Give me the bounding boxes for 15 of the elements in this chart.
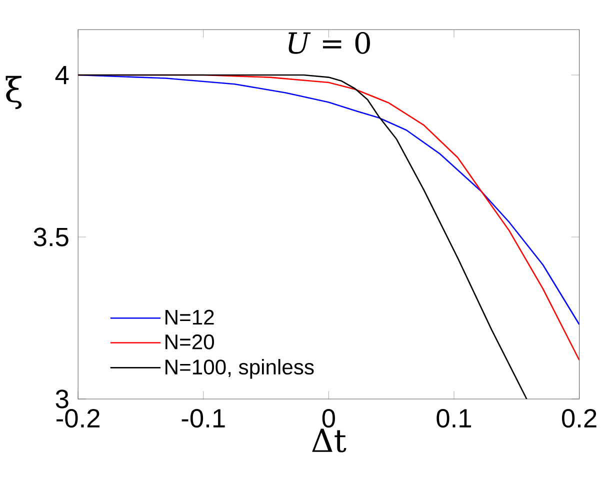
legend-label: N=12 [166, 310, 214, 324]
x-tick-label: 0.1 [436, 408, 472, 428]
y-tick-label: 3 [56, 389, 68, 408]
y-tick-label: 3.5 [34, 227, 68, 246]
y-axis-title: ξ [6, 76, 22, 109]
x-axis-title: Δt [312, 428, 346, 452]
x-tick-label: 0.2 [562, 408, 596, 428]
x-tick-label: -0.2 [56, 408, 100, 428]
y-tick-label: 4 [55, 66, 69, 84]
x-tick-label: -0.1 [182, 408, 225, 428]
legend-label: N=20 [166, 334, 214, 350]
chart-title: U = 0 [288, 32, 370, 54]
line-series [78, 74, 528, 399]
x-tick-label: 0 [322, 408, 335, 428]
legend-label: N=100, spinless [166, 358, 314, 379]
